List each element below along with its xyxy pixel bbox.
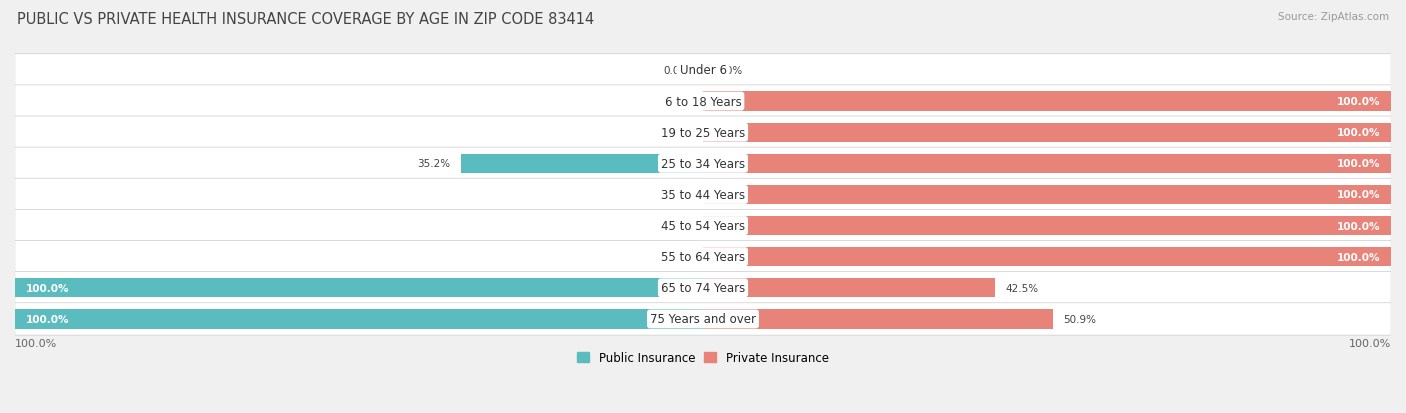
- Bar: [703, 154, 1391, 173]
- Text: 45 to 54 Years: 45 to 54 Years: [661, 220, 745, 233]
- FancyBboxPatch shape: [15, 148, 1391, 180]
- Text: 42.5%: 42.5%: [1005, 283, 1039, 293]
- Bar: [703, 123, 1391, 142]
- Text: 0.0%: 0.0%: [664, 97, 689, 107]
- Text: Under 6: Under 6: [679, 64, 727, 77]
- FancyBboxPatch shape: [15, 117, 1391, 149]
- Text: Source: ZipAtlas.com: Source: ZipAtlas.com: [1278, 12, 1389, 22]
- Text: 19 to 25 Years: 19 to 25 Years: [661, 126, 745, 139]
- FancyBboxPatch shape: [15, 210, 1391, 242]
- Text: 100.0%: 100.0%: [1337, 252, 1381, 262]
- Text: 50.9%: 50.9%: [1063, 314, 1097, 324]
- Text: 100.0%: 100.0%: [1337, 221, 1381, 231]
- Bar: [703, 278, 995, 298]
- Bar: [703, 310, 1053, 329]
- Text: 100.0%: 100.0%: [1337, 190, 1381, 200]
- Text: 100.0%: 100.0%: [25, 283, 69, 293]
- Bar: [15, 310, 703, 329]
- FancyBboxPatch shape: [15, 179, 1391, 211]
- Bar: [15, 278, 703, 298]
- Text: PUBLIC VS PRIVATE HEALTH INSURANCE COVERAGE BY AGE IN ZIP CODE 83414: PUBLIC VS PRIVATE HEALTH INSURANCE COVER…: [17, 12, 595, 27]
- Text: 100.0%: 100.0%: [1337, 128, 1381, 138]
- Text: 100.0%: 100.0%: [1337, 159, 1381, 169]
- Text: 0.0%: 0.0%: [664, 128, 689, 138]
- Text: 65 to 74 Years: 65 to 74 Years: [661, 282, 745, 294]
- Text: 0.0%: 0.0%: [664, 252, 689, 262]
- Text: 0.0%: 0.0%: [664, 66, 689, 76]
- Text: 100.0%: 100.0%: [1348, 338, 1391, 349]
- Text: 35 to 44 Years: 35 to 44 Years: [661, 188, 745, 202]
- Text: 0.0%: 0.0%: [664, 190, 689, 200]
- FancyBboxPatch shape: [15, 241, 1391, 273]
- Text: 75 Years and over: 75 Years and over: [650, 313, 756, 326]
- Text: 35.2%: 35.2%: [418, 159, 450, 169]
- Bar: [703, 92, 1391, 112]
- FancyBboxPatch shape: [15, 85, 1391, 118]
- Text: 25 to 34 Years: 25 to 34 Years: [661, 157, 745, 171]
- Text: 100.0%: 100.0%: [1337, 97, 1381, 107]
- Text: 100.0%: 100.0%: [25, 314, 69, 324]
- Text: 0.0%: 0.0%: [664, 221, 689, 231]
- Bar: [461, 154, 703, 173]
- Text: 0.0%: 0.0%: [717, 66, 742, 76]
- FancyBboxPatch shape: [15, 303, 1391, 335]
- Bar: [703, 185, 1391, 204]
- FancyBboxPatch shape: [15, 55, 1391, 87]
- Text: 55 to 64 Years: 55 to 64 Years: [661, 251, 745, 263]
- Text: 100.0%: 100.0%: [15, 338, 58, 349]
- Bar: [703, 247, 1391, 267]
- FancyBboxPatch shape: [15, 272, 1391, 304]
- Text: 6 to 18 Years: 6 to 18 Years: [665, 95, 741, 108]
- Bar: [703, 216, 1391, 236]
- Legend: Public Insurance, Private Insurance: Public Insurance, Private Insurance: [572, 347, 834, 369]
